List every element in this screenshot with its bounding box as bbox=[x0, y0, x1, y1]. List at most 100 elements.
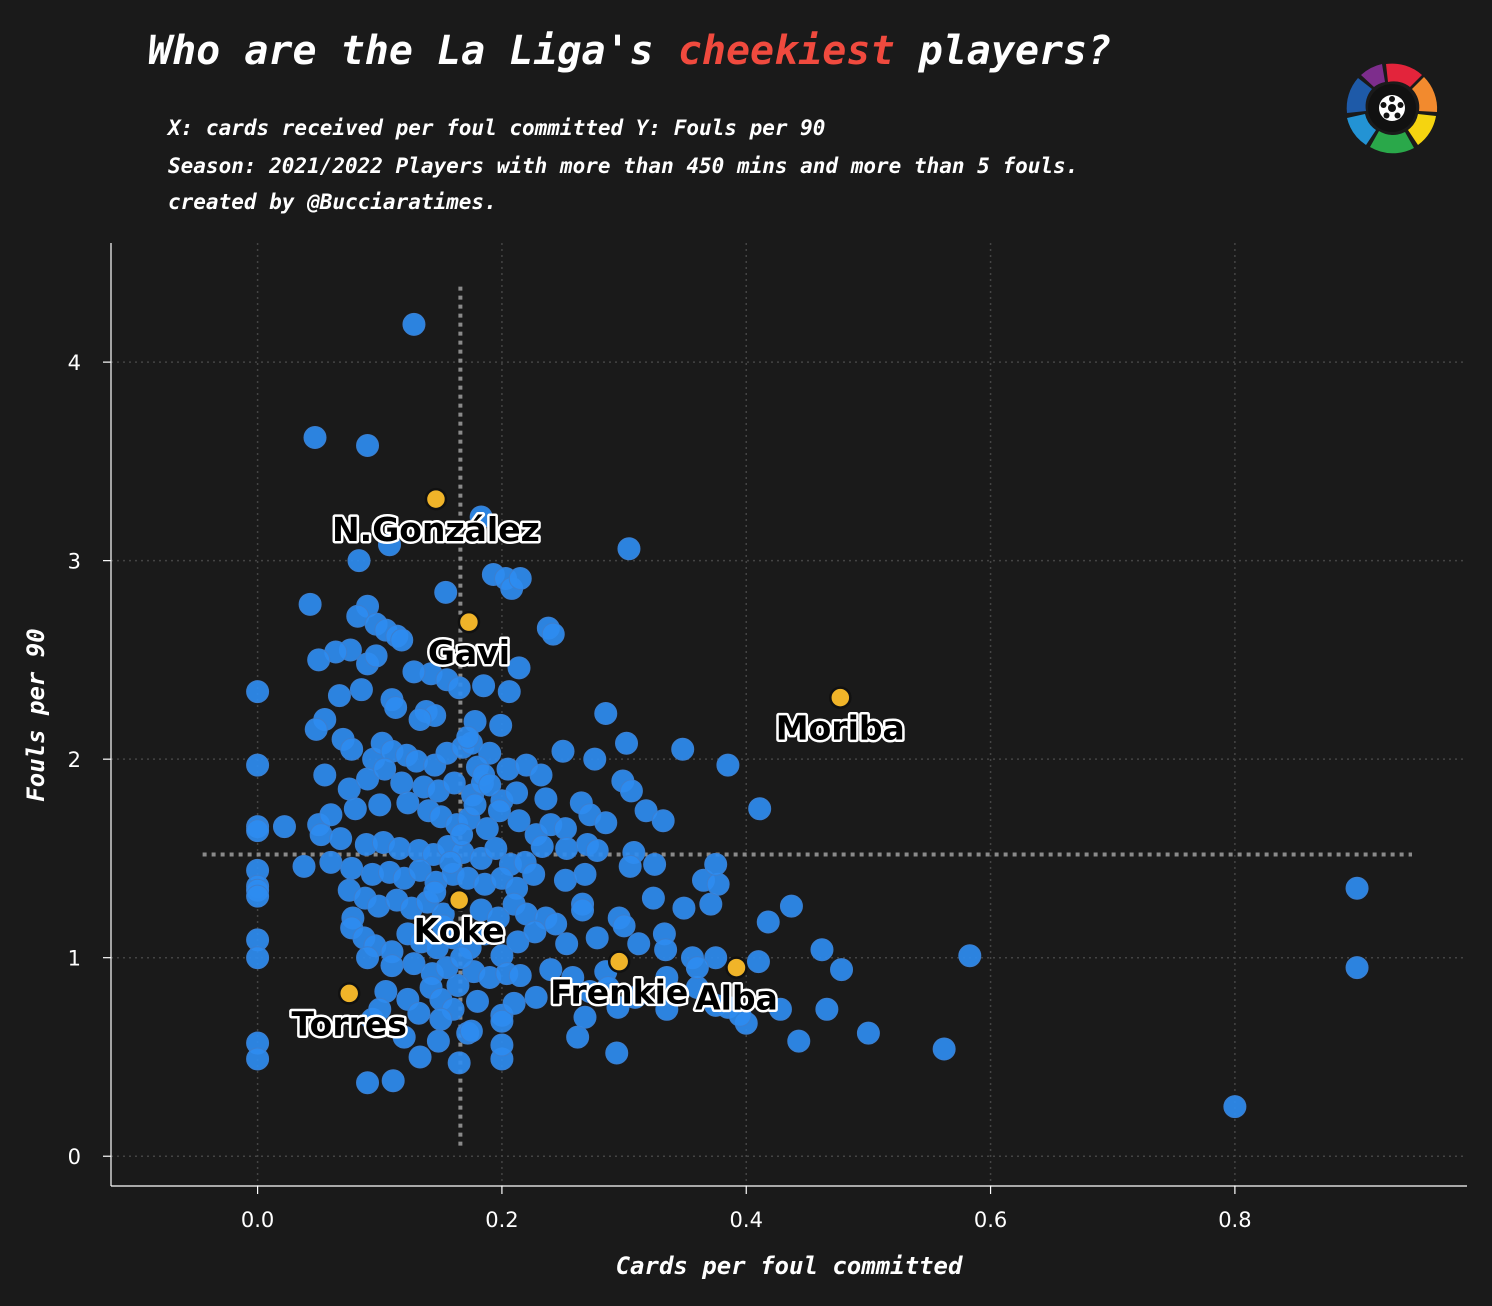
data-point bbox=[423, 880, 447, 904]
axes bbox=[110, 243, 1467, 1187]
data-point bbox=[497, 680, 521, 704]
player-label: Moriba bbox=[776, 709, 905, 748]
data-point bbox=[450, 946, 474, 970]
data-point bbox=[704, 946, 728, 970]
x-tick-label: 0.2 bbox=[485, 1208, 518, 1232]
data-point bbox=[530, 835, 554, 859]
data-point bbox=[459, 1019, 483, 1043]
data-point bbox=[1345, 956, 1369, 980]
data-point bbox=[368, 997, 392, 1021]
data-point bbox=[486, 906, 510, 930]
player-label: N.González bbox=[332, 510, 540, 549]
data-point bbox=[672, 896, 696, 920]
data-point bbox=[612, 914, 636, 938]
data-point bbox=[551, 739, 575, 763]
data-point bbox=[779, 894, 803, 918]
data-point bbox=[447, 1051, 471, 1075]
data-point bbox=[756, 910, 780, 934]
data-point bbox=[469, 505, 493, 529]
x-tick-label: 0.4 bbox=[730, 1208, 763, 1232]
data-point bbox=[585, 926, 609, 950]
data-point bbox=[561, 966, 585, 990]
data-point bbox=[566, 1025, 590, 1049]
subtitle-line-3: created by @Bucciaratimes. bbox=[168, 190, 497, 214]
data-point bbox=[381, 1069, 405, 1093]
highlight-point bbox=[725, 956, 748, 979]
data-point bbox=[431, 914, 455, 938]
y-tick-label: 4 bbox=[68, 351, 81, 375]
data-point bbox=[246, 1047, 270, 1071]
data-point bbox=[408, 1045, 432, 1069]
data-point bbox=[728, 1003, 752, 1027]
data-point bbox=[605, 1041, 629, 1065]
data-point bbox=[472, 674, 496, 698]
data-point bbox=[490, 1009, 514, 1033]
subtitle-line-2: Season: 2021/2022 Players with more than… bbox=[168, 154, 1079, 178]
data-point bbox=[619, 779, 643, 803]
data-point bbox=[407, 1001, 431, 1025]
data-point bbox=[524, 985, 548, 1009]
data-point bbox=[571, 898, 595, 922]
data-point bbox=[373, 757, 397, 781]
data-point bbox=[384, 696, 408, 720]
data-point bbox=[505, 781, 529, 805]
data-point bbox=[319, 803, 343, 827]
data-point bbox=[748, 797, 772, 821]
data-point bbox=[390, 771, 414, 795]
data-point bbox=[378, 533, 402, 557]
data-point bbox=[402, 952, 426, 976]
data-point bbox=[596, 975, 620, 999]
data-point bbox=[292, 854, 316, 878]
player-label: Torres bbox=[292, 1004, 407, 1043]
ticks: 0.0 0.2 0.4 0.6 0.8 0 1 2 3 4 bbox=[68, 351, 1252, 1232]
data-point bbox=[716, 753, 740, 777]
data-point bbox=[787, 1029, 811, 1053]
data-point bbox=[364, 644, 388, 668]
data-point bbox=[356, 946, 380, 970]
x-axis-label: Cards per foul committed bbox=[616, 1252, 963, 1280]
data-point bbox=[319, 850, 343, 874]
data-point bbox=[380, 954, 404, 978]
data-point bbox=[426, 1029, 450, 1053]
data-point bbox=[309, 823, 333, 847]
data-point bbox=[246, 819, 270, 843]
data-point bbox=[487, 799, 511, 823]
data-point bbox=[463, 793, 487, 817]
data-point bbox=[651, 809, 675, 833]
data-point bbox=[699, 892, 723, 916]
data-point bbox=[655, 997, 679, 1021]
data-point bbox=[706, 872, 730, 896]
data-point bbox=[484, 837, 508, 861]
data-point bbox=[534, 787, 558, 811]
highlight-point bbox=[829, 686, 852, 709]
grid-lines bbox=[111, 243, 1467, 1186]
data-point bbox=[368, 793, 392, 817]
data-point bbox=[347, 549, 371, 573]
data-point bbox=[523, 920, 547, 944]
data-point bbox=[573, 1005, 597, 1029]
data-point bbox=[442, 771, 466, 795]
data-point bbox=[932, 1037, 956, 1061]
data-point bbox=[544, 912, 568, 936]
data-point bbox=[856, 1021, 880, 1045]
data-point bbox=[506, 930, 530, 954]
highlight-point bbox=[424, 487, 448, 511]
data-point bbox=[304, 717, 328, 741]
data-point bbox=[594, 702, 618, 726]
data-point bbox=[390, 628, 414, 652]
data-point bbox=[429, 1007, 453, 1031]
highlight-point bbox=[607, 950, 631, 973]
data-point bbox=[465, 989, 489, 1013]
data-point bbox=[356, 767, 380, 791]
data-point bbox=[508, 964, 532, 988]
x-tick-label: 0.0 bbox=[241, 1208, 274, 1232]
data-point bbox=[594, 811, 618, 835]
data-point bbox=[408, 858, 432, 882]
data-point bbox=[434, 580, 458, 604]
data-point bbox=[402, 312, 426, 336]
data-point bbox=[298, 592, 322, 616]
data-point bbox=[327, 684, 351, 708]
data-point bbox=[768, 997, 792, 1021]
data-point bbox=[502, 991, 526, 1015]
